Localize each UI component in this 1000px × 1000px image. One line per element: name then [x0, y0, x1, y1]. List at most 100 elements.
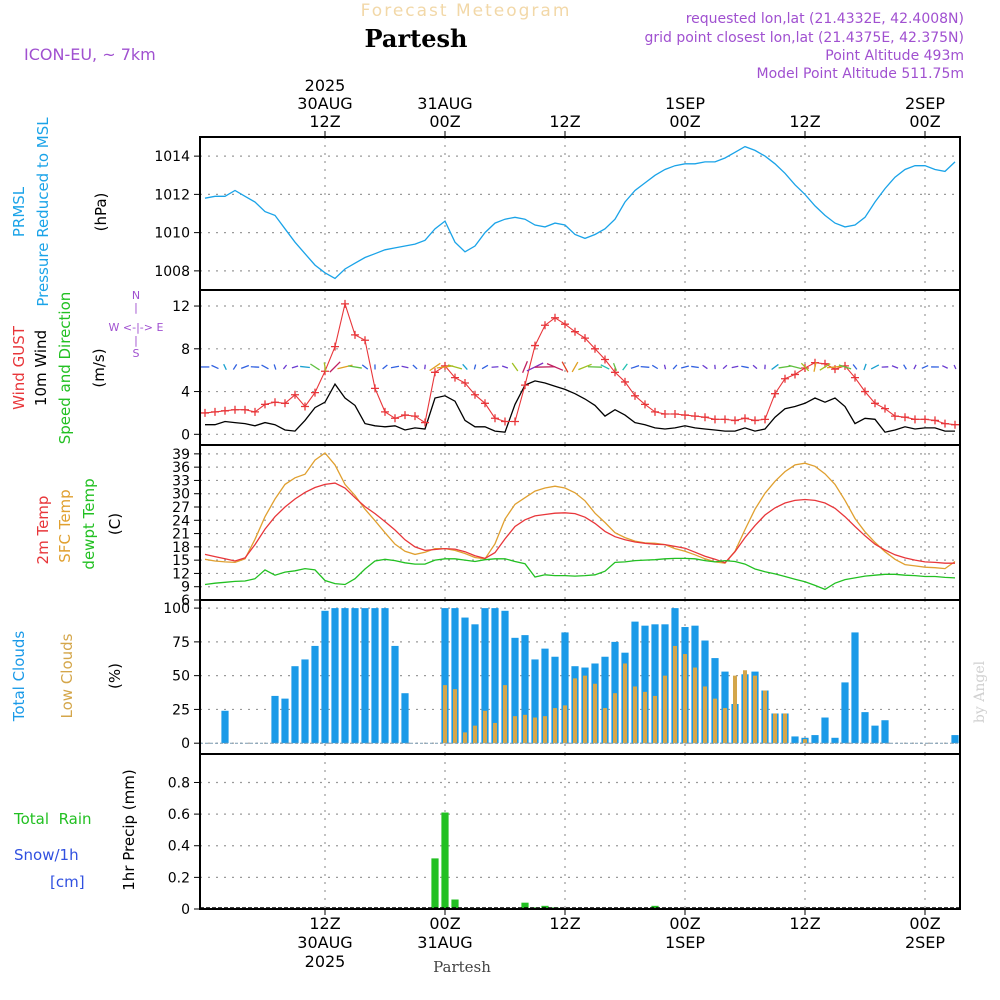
panel-1: 0 4 8 12 [172, 290, 960, 445]
gust-marker [471, 390, 479, 399]
y-tick-label: 4 [181, 385, 190, 401]
y-tick-label: 15 [172, 553, 190, 569]
model-label: ICON-EU, ~ 7km [24, 45, 156, 64]
label-snow: Snow/1h [14, 846, 79, 864]
wind-direction-arrow [612, 362, 618, 371]
gust-marker [441, 361, 449, 370]
low-cloud-bar [803, 739, 807, 744]
y-tick-label: 24 [172, 513, 190, 529]
total-cloud-bar [791, 736, 799, 744]
wind-direction-arrow [300, 365, 310, 369]
gust-marker [921, 415, 929, 424]
gust-marker [351, 330, 359, 339]
gust-marker [791, 370, 799, 379]
low-cloud-bar [613, 693, 617, 744]
time-label-bottom: 2025 [305, 952, 346, 971]
gust-marker [561, 320, 569, 329]
total-cloud-bar [221, 710, 229, 744]
gust-marker [661, 410, 669, 418]
wind-direction-arrow [741, 365, 749, 369]
low-cloud-bar [663, 675, 667, 744]
label-cm: [cm] [50, 873, 85, 891]
label-c: (C) [106, 513, 124, 535]
low-cloud-bar [783, 713, 787, 744]
total-cloud-bar [871, 725, 879, 744]
wind-direction-arrow [813, 362, 817, 372]
low-cloud-bar [753, 675, 757, 744]
wind-direction-arrow [522, 360, 528, 373]
total-cloud-bar [651, 624, 659, 744]
time-label-top: 30AUG [297, 94, 352, 113]
wind-direction-arrow [401, 365, 409, 369]
label-ms: (m/s) [90, 348, 108, 387]
y-tick-label: 1008 [154, 264, 190, 280]
compass-s: S [133, 347, 140, 360]
rain-bar [521, 902, 529, 909]
gust-marker [461, 379, 469, 387]
watermark: by Angel [972, 660, 988, 723]
low-cloud-bar [533, 717, 537, 744]
gust-marker [331, 342, 339, 351]
wind-direction-arrow [891, 365, 899, 369]
wind-direction-arrow [942, 365, 948, 369]
time-label-bottom: 30AUG [297, 933, 352, 952]
label-total-rain: Total Rain [13, 810, 92, 828]
low-cloud-bar [553, 708, 557, 744]
wind-direction-arrow [223, 363, 227, 371]
gust-marker [231, 405, 239, 414]
gust-marker [421, 418, 429, 427]
y-tick-label: 18 [172, 540, 190, 556]
low-cloud-bar [473, 725, 477, 744]
label-2m-temp: 2m Temp [34, 496, 52, 565]
gust-marker [741, 414, 749, 423]
panel-3: 0 25 50 75 100 [163, 600, 960, 754]
y-tick-label: 0.2 [168, 870, 190, 886]
y-tick-label: 36 [172, 460, 190, 476]
gust-marker [701, 413, 709, 422]
gust-marker [541, 321, 549, 330]
low-cloud-bar [733, 675, 737, 744]
low-cloud-bar [523, 714, 527, 744]
wind-direction-arrow [702, 364, 708, 370]
low-cloud-bar [763, 690, 767, 744]
low-cloud-bar [713, 698, 717, 744]
gust-marker [261, 400, 269, 409]
wind-direction-arrow [481, 364, 489, 370]
total-cloud-bar [391, 645, 399, 744]
rain-bar [441, 812, 449, 909]
total-cloud-bar [831, 737, 839, 744]
wind-direction-arrow [630, 364, 640, 369]
total-cloud-bar [481, 608, 489, 744]
wind-direction-arrow [903, 364, 907, 370]
wind10m-line [205, 380, 955, 433]
gust-marker [801, 364, 809, 373]
gust-marker [291, 390, 299, 399]
gust-marker [941, 419, 949, 428]
precip-side-labels: Total Rain Snow/1h [cm] 1hr Precip (mm) [13, 769, 138, 891]
gust-marker [651, 407, 659, 416]
y-tick-label: 0 [181, 902, 190, 918]
wind-direction-arrow [382, 364, 388, 370]
gust-marker [381, 407, 389, 416]
wind-direction-arrow [261, 364, 269, 370]
gust-marker [391, 414, 399, 423]
dewpt-line [204, 557, 956, 591]
total-cloud-bar [531, 659, 539, 744]
total-cloud-bar [401, 693, 409, 744]
rain-bar [431, 858, 439, 909]
gust-marker [771, 389, 779, 398]
time-label-bottom: 12Z [309, 914, 340, 933]
label-dewpt: dewpt Temp [80, 478, 98, 569]
gust-marker [611, 368, 619, 377]
footer-location: Partesh [433, 958, 491, 976]
total-cloud-bar [491, 608, 499, 744]
y-tick-label: 8 [181, 342, 190, 358]
wind-direction-arrow [838, 364, 852, 370]
wind-direction-arrow [447, 364, 463, 370]
y-tick-label: 0.8 [168, 775, 190, 791]
total-cloud-bar [551, 656, 559, 744]
y-tick-label: 50 [172, 669, 190, 685]
y-tick-label: 0.6 [168, 807, 190, 823]
